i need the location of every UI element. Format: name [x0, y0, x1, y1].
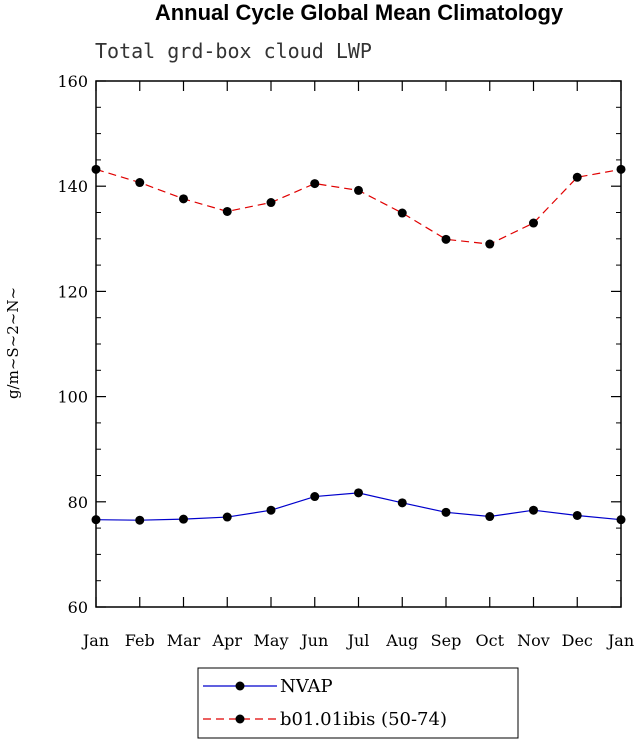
x-tick-label: Feb — [125, 631, 155, 650]
plot-frame — [95, 80, 622, 608]
x-tick-label: Oct — [475, 631, 504, 650]
series-1-point — [485, 239, 495, 249]
legend-marker-nvap — [235, 681, 245, 691]
x-tick-label: Jan — [81, 631, 109, 650]
series-0-point — [485, 512, 495, 522]
series-0-point — [616, 515, 626, 525]
series-1-point — [397, 208, 407, 218]
series-0-point — [135, 515, 145, 525]
series-0-point — [222, 512, 232, 522]
x-tick-label: Dec — [562, 631, 593, 650]
x-tick-label: Jun — [299, 631, 328, 650]
series-1-point — [529, 218, 538, 228]
series-1-point — [135, 178, 145, 188]
x-tick-label: Nov — [517, 631, 550, 650]
legend: NVAP b01.01ibis (50-74) — [197, 667, 519, 739]
x-tick-label: Aug — [385, 631, 418, 650]
x-tick-label: Sep — [431, 631, 462, 650]
y-tick-label: 140 — [57, 177, 88, 196]
series-line-1 — [95, 168, 622, 245]
legend-label-b01: b01.01ibis (50-74) — [280, 709, 447, 730]
x-tick-label: Apr — [212, 631, 243, 650]
y-tick-label: 120 — [57, 282, 88, 301]
legend-label-nvap: NVAP — [280, 676, 333, 697]
y-tick-label: 160 — [57, 72, 88, 91]
series-1-point — [91, 164, 101, 174]
series-0-point — [529, 505, 538, 515]
series-0-point — [441, 507, 451, 517]
series-group — [91, 164, 626, 525]
series-0-point — [310, 492, 320, 502]
legend-marker-b01 — [235, 714, 245, 724]
legend-box — [197, 667, 519, 739]
series-1-point — [441, 234, 451, 244]
series-1-point — [266, 198, 276, 208]
x-tick-label: Jan — [606, 631, 634, 650]
series-1-point — [354, 185, 363, 195]
series-0-point — [266, 505, 276, 515]
series-0-point — [179, 514, 188, 524]
series-1-point — [616, 164, 626, 174]
axis-ticks: 60 80 100 120 140 160 Jan Feb Mar Apr May Jun Jul Aug… — [57, 72, 634, 650]
series-0-point — [397, 498, 407, 508]
series-1-point — [572, 172, 582, 182]
y-axis-label: g/m~S~2~N~ — [4, 287, 22, 399]
y-tick-label: 80 — [68, 493, 88, 512]
series-0-point — [91, 515, 101, 525]
x-tick-label: Mar — [167, 631, 201, 650]
series-1-point — [179, 194, 188, 204]
y-tick-label: 60 — [68, 598, 88, 617]
series-1-point — [310, 179, 320, 189]
chart-subtitle: Total grd-box cloud LWP — [95, 39, 372, 63]
series-1-point — [222, 206, 232, 216]
y-tick-label: 100 — [57, 388, 88, 407]
series-0-point — [354, 488, 363, 498]
chart-title: Annual Cycle Global Mean Climatology — [155, 0, 564, 25]
series-0-point — [572, 510, 582, 520]
x-tick-label: Jul — [346, 631, 370, 650]
x-tick-label: May — [254, 631, 289, 650]
